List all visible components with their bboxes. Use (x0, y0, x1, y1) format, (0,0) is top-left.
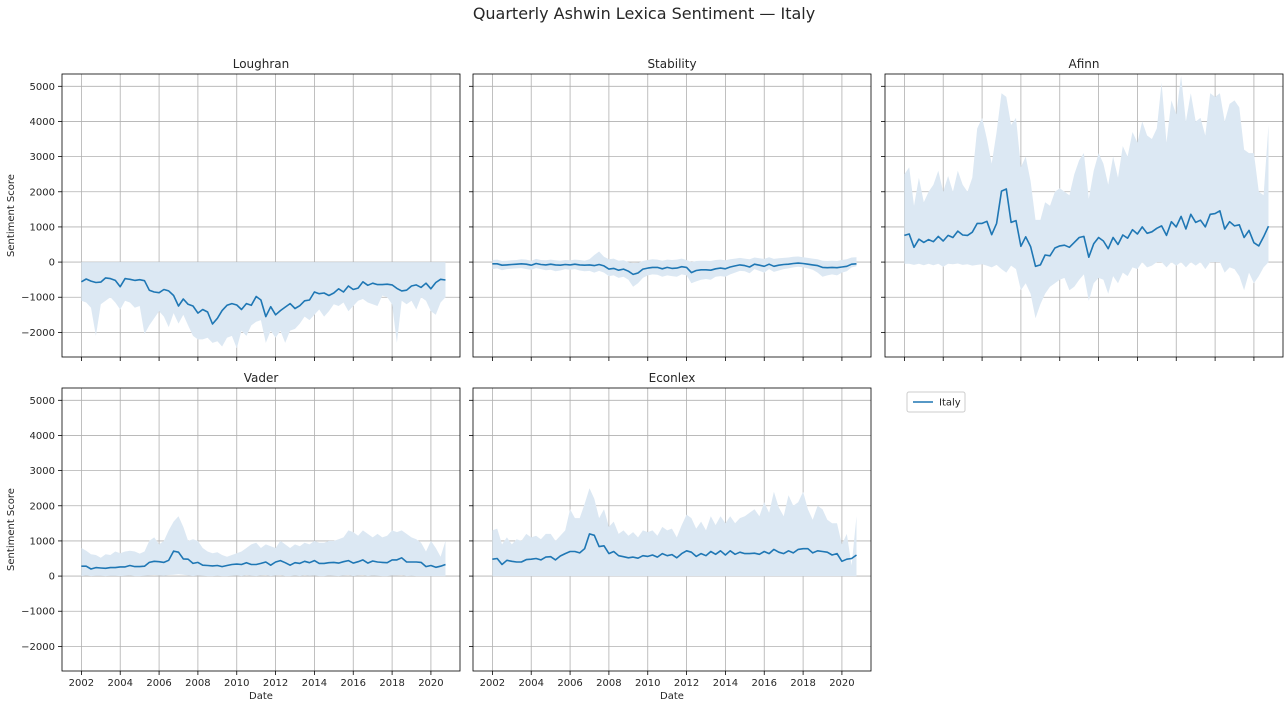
legend: Italy (906, 391, 966, 413)
subplot-title: Loughran (233, 57, 290, 71)
x-tick-label: 2004 (518, 678, 543, 689)
y-tick-label: −1000 (21, 607, 55, 618)
subplot-title: Econlex (649, 371, 696, 385)
x-tick-label: 2018 (379, 678, 404, 689)
x-tick-label: 2016 (341, 678, 366, 689)
confidence-band (492, 251, 857, 287)
subplot-stability: Stability (469, 57, 872, 361)
y-axis-label-top: Sentiment Score (6, 174, 17, 257)
x-tick-label: 2008 (185, 678, 210, 689)
y-tick-label: 0 (49, 258, 55, 269)
x-tick-label: 2020 (829, 678, 854, 689)
y-tick-label: −2000 (21, 328, 55, 339)
series-line-italy (492, 533, 857, 566)
subplot-title: Afinn (1069, 57, 1100, 71)
y-tick-label: 5000 (30, 82, 55, 93)
y-tick-label: 3000 (30, 466, 55, 477)
subplot-title: Stability (647, 57, 696, 71)
series-line-italy (492, 262, 857, 276)
subplot-econlex: 2002 2004 2006 2008 2010 2012 2014 2016 2018 2020… (469, 371, 872, 689)
series-line-italy (81, 550, 446, 570)
y-tick-label: 3000 (30, 152, 55, 163)
legend-label: Italy (939, 398, 961, 409)
x-tick-label: 2010 (224, 678, 249, 689)
plot-frame (472, 73, 872, 358)
plot-area (473, 74, 871, 357)
x-tick-label: 2006 (146, 678, 171, 689)
subplot-afinn: Afinn (881, 57, 1284, 361)
y-tick-label: −2000 (21, 642, 55, 653)
x-tick-label: 2006 (557, 678, 582, 689)
confidence-band (904, 75, 1269, 319)
plot-frame (61, 387, 461, 672)
confidence-band (81, 262, 446, 349)
y-tick-label: 2000 (30, 501, 55, 512)
plot-frame (884, 73, 1284, 358)
x-axis-label-vader: Date (249, 691, 273, 702)
x-tick-label: 2012 (263, 678, 288, 689)
y-tick-label: 4000 (30, 431, 55, 442)
series-line-italy (80, 277, 446, 325)
x-tick-label: 2016 (752, 678, 777, 689)
subplot-title: Vader (244, 371, 279, 385)
x-tick-label: 2020 (418, 678, 443, 689)
subplot-vader: 2002 2004 2006 2008 2010 2012 2014 2016 2018 2020… (21, 371, 461, 689)
y-axis-label-bottom: Sentiment Score (6, 488, 17, 571)
y-tick-label: −1000 (21, 293, 55, 304)
x-tick-label: 2010 (635, 678, 660, 689)
y-tick-label: 1000 (30, 536, 55, 547)
plot-frame (472, 387, 872, 672)
y-tick-label: 5000 (30, 396, 55, 407)
x-tick-label: 2002 (480, 678, 505, 689)
subplot-loughran: −2000 −1000 0 1000 2000 3000 4000 5000 Loughran (21, 57, 461, 361)
x-tick-label: 2004 (107, 678, 132, 689)
x-tick-label: 2002 (69, 678, 94, 689)
x-tick-label: 2014 (713, 678, 738, 689)
series-line-italy (904, 188, 1270, 268)
x-tick-label: 2014 (302, 678, 327, 689)
confidence-band (492, 488, 857, 577)
y-tick-label: 4000 (30, 117, 55, 128)
x-tick-label: 2008 (596, 678, 621, 689)
y-tick-label: 1000 (30, 222, 55, 233)
x-axis-label-econlex: Date (660, 691, 684, 702)
plot-area (62, 388, 460, 671)
y-tick-label: 2000 (30, 187, 55, 198)
plot-frame (61, 73, 461, 358)
legend-box (906, 391, 966, 413)
y-tick-label: 0 (49, 572, 55, 583)
figure-title: Quarterly Ashwin Lexica Sentiment — Ital… (473, 4, 815, 23)
x-tick-label: 2012 (674, 678, 699, 689)
x-tick-label: 2018 (790, 678, 815, 689)
confidence-band (81, 516, 446, 577)
